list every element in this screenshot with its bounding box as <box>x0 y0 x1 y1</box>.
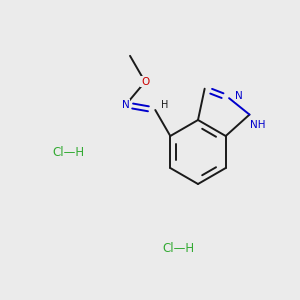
Text: Cl—H: Cl—H <box>162 242 194 254</box>
Text: N: N <box>122 100 130 110</box>
Text: H: H <box>160 100 168 110</box>
Text: N: N <box>235 91 243 101</box>
Text: Cl—H: Cl—H <box>52 146 84 158</box>
Text: NH: NH <box>250 120 265 130</box>
Text: O: O <box>141 77 149 87</box>
